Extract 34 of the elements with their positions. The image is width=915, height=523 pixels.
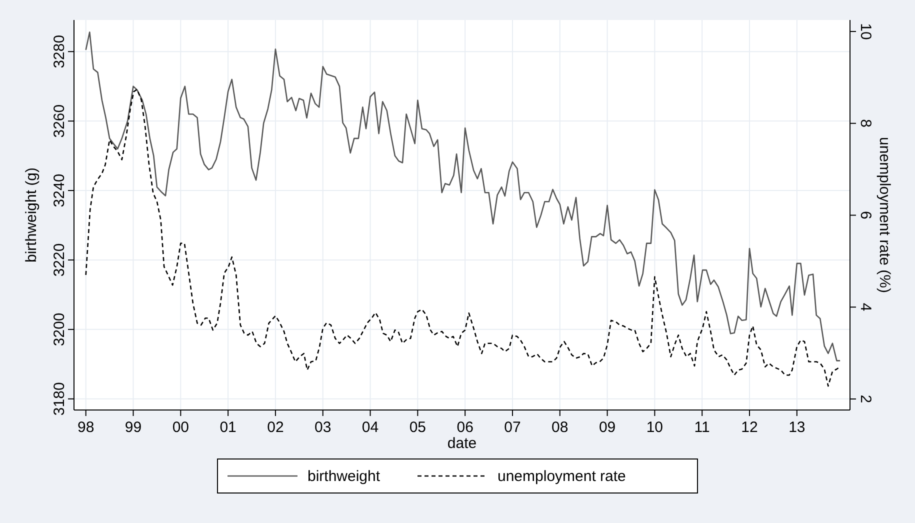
y2-tick-label: 8	[857, 119, 874, 128]
x-tick-label: 12	[741, 419, 758, 436]
x-tick-label: 13	[788, 419, 806, 436]
y-tick-label: 3280	[51, 34, 68, 68]
y2-tick-label: 4	[857, 302, 874, 312]
legend-label: unemployment rate	[498, 468, 626, 485]
y-tick-label: 3240	[51, 174, 68, 208]
x-tick-label: 09	[598, 419, 616, 436]
y2-tick-label: 10	[857, 23, 874, 40]
x-tick-label: 05	[409, 419, 426, 436]
line-series	[85, 88, 841, 387]
x-tick-label: 04	[362, 419, 379, 436]
x-tick-label: 02	[267, 419, 284, 436]
y-tick-label: 3200	[51, 312, 68, 346]
legend-label: birthweight	[308, 468, 381, 485]
x-tick-label: 01	[220, 419, 236, 436]
x-tick-label: 08	[552, 419, 568, 436]
x-tick-label: 11	[694, 419, 710, 436]
y-tick-label: 3220	[51, 243, 68, 277]
x-tick-label: 03	[314, 419, 332, 436]
line-series	[85, 32, 841, 362]
y2-tick-label: 2	[857, 394, 874, 404]
y-tick-label: 3180	[51, 382, 68, 416]
y-tick-label: 3260	[51, 104, 68, 138]
x-tick-label: 98	[78, 419, 94, 436]
x-tick-label: 06	[456, 419, 474, 436]
x-tick-label: 10	[646, 419, 664, 436]
x-tick-label: 00	[172, 419, 189, 436]
x-tick-label: 07	[504, 419, 521, 436]
y-axis-title: birthweight (g)	[23, 167, 40, 263]
x-tick-label: 99	[124, 419, 142, 436]
x-axis-title: date	[447, 435, 477, 452]
y2-axis-title: unemployment rate (%)	[876, 137, 893, 293]
y2-tick-label: 6	[857, 211, 874, 220]
